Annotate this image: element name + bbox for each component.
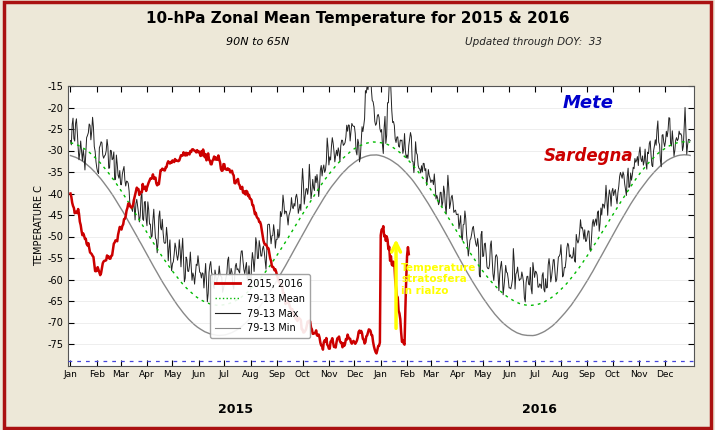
79-13 Mean [686,140,694,145]
79-13 Min [686,153,694,158]
Text: Temperature
stratosfera
in rialzo: Temperature stratosfera in rialzo [401,263,476,296]
79-13 Min [317,199,326,204]
79-13 Min [173,303,182,308]
79-13 Min [535,332,543,337]
79-13 Min [605,239,613,244]
2015, 2016 [173,158,182,163]
Text: Mete: Mete [562,95,613,112]
79-13 Min [575,292,583,297]
Line: 2015, 2016: 2015, 2016 [71,149,409,353]
79-13 Min [330,180,339,185]
79-13 Mean [605,218,613,223]
79-13 Max [521,299,530,304]
79-13 Max [536,281,544,286]
79-13 Max [330,159,339,164]
79-13 Mean [66,140,75,145]
Text: 90N to 65N: 90N to 65N [226,37,289,46]
Y-axis label: TEMPERATURE C: TEMPERATURE C [34,185,44,266]
79-13 Max [66,138,75,143]
79-13 Mean [535,301,543,307]
79-13 Max [686,138,694,143]
Legend: 2015, 2016, 79-13 Mean, 79-13 Max, 79-13 Min: 2015, 2016, 79-13 Mean, 79-13 Max, 79-13… [210,274,310,338]
79-13 Min [528,333,536,338]
Text: 10-hPa Zonal Mean Temperature for 2015 & 2016: 10-hPa Zonal Mean Temperature for 2015 &… [146,11,569,26]
79-13 Max [366,52,375,57]
79-13 Mean [317,181,326,186]
79-13 Max [576,229,584,234]
79-13 Mean [173,275,182,280]
Line: 79-13 Max: 79-13 Max [71,54,690,302]
Text: Updated through DOY:  33: Updated through DOY: 33 [465,37,602,46]
2015, 2016 [330,344,339,350]
79-13 Min [680,152,689,157]
79-13 Max [317,173,326,178]
79-13 Mean [575,266,583,271]
2015, 2016 [66,191,75,196]
79-13 Min [66,153,75,158]
79-13 Max [606,192,614,197]
2015, 2016 [317,343,326,348]
79-13 Mean [330,164,339,169]
Line: 79-13 Min: 79-13 Min [71,155,690,335]
79-13 Mean [527,303,536,308]
79-13 Max [173,258,182,263]
Text: 2016: 2016 [523,403,557,416]
Line: 79-13 Mean: 79-13 Mean [71,142,690,305]
Text: Sardegna: Sardegna [543,147,633,166]
79-13 Mean [681,139,690,144]
Text: 2015: 2015 [219,403,253,416]
